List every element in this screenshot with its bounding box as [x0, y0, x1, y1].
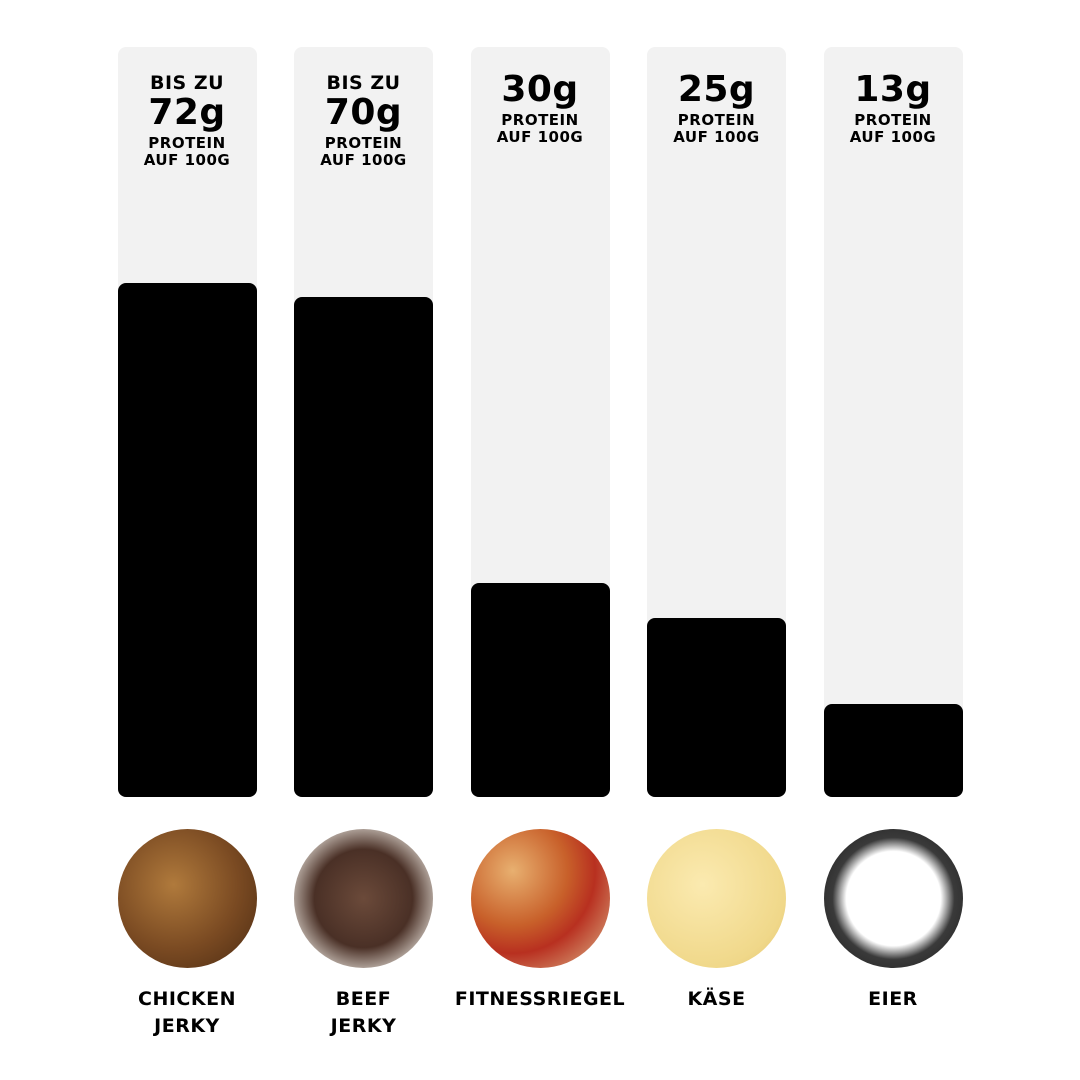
unit-label: AUF 100G: [496, 128, 584, 146]
x-tick-label: KÄSE: [687, 988, 746, 1010]
value-label: 30g: [501, 69, 579, 110]
food-image: [647, 829, 786, 968]
value-label-block: 13g PROTEIN AUF 100G: [804, 72, 983, 146]
unit-label: PROTEIN: [501, 111, 579, 129]
bar: [117, 282, 257, 797]
value-label: 70g: [324, 92, 403, 133]
x-tick-label: CHICKEN JERKY: [138, 988, 236, 1037]
unit-label: PROTEIN: [324, 134, 403, 152]
category-wrap: EIER: [784, 986, 1003, 1013]
value-label-block: BIS ZU 70g PROTEIN AUF 100G: [274, 74, 453, 169]
value-label-block: BIS ZU 72g PROTEIN AUF 100G: [98, 74, 277, 169]
qualifier: BIS ZU: [326, 72, 401, 94]
column-background: [823, 47, 963, 797]
food-image: [470, 829, 610, 968]
category-wrap: FITNESSRIEGEL: [431, 986, 650, 1013]
bar: [823, 704, 963, 797]
category-wrap: BEEF JERKY: [254, 986, 473, 1040]
x-tick-label: EIER: [868, 988, 918, 1010]
value-label-block: 30g PROTEIN AUF 100G: [451, 72, 630, 146]
unit-label: PROTEIN: [677, 111, 756, 129]
x-tick-label: BEEF JERKY: [330, 988, 397, 1037]
bar: [647, 618, 786, 797]
x-tick-label: FITNESSRIEGEL: [454, 988, 626, 1010]
value-label-block: 25g PROTEIN AUF 100G: [627, 72, 806, 146]
category-wrap: CHICKEN JERKY: [78, 986, 297, 1040]
value-label: 13g: [854, 69, 932, 110]
bar: [470, 582, 610, 797]
unit-label: AUF 100G: [849, 128, 937, 146]
unit-label: AUF 100G: [320, 151, 407, 169]
food-image: [117, 829, 257, 968]
qualifier: BIS ZU: [149, 72, 225, 94]
unit-label: AUF 100G: [673, 128, 760, 146]
bar: [294, 297, 433, 797]
value-label: 72g: [148, 92, 226, 133]
unit-label: AUF 100G: [143, 151, 231, 169]
food-image: [823, 829, 963, 968]
unit-label: PROTEIN: [148, 134, 226, 152]
category-wrap: KÄSE: [607, 986, 826, 1013]
value-label: 25g: [677, 69, 756, 110]
unit-label: PROTEIN: [854, 111, 932, 129]
food-image: [294, 829, 433, 968]
